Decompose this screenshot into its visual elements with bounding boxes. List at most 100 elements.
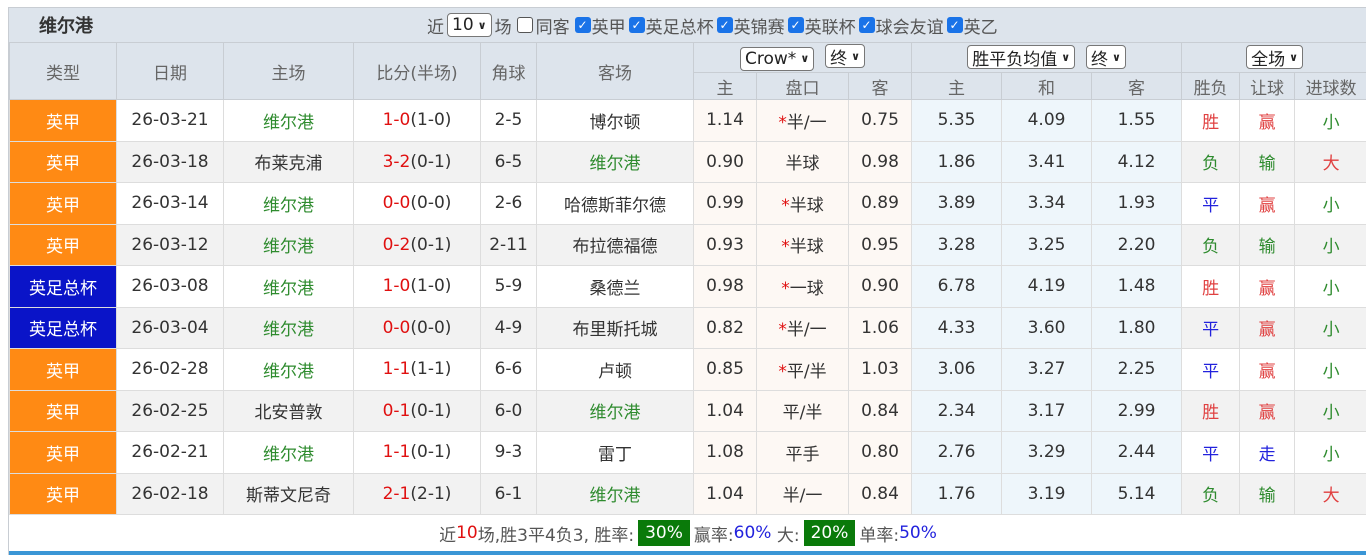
away-team-link[interactable]: 雷丁 xyxy=(536,431,694,474)
score-cell[interactable]: 1-0(1-0) xyxy=(353,265,481,308)
league-label: 球会友谊 xyxy=(875,17,944,38)
full-time-score: 0-2 xyxy=(382,234,411,255)
league-label: 英甲 xyxy=(591,17,626,38)
header-type: 类型 xyxy=(9,42,117,100)
away-team-link[interactable]: 布拉德福德 xyxy=(536,223,694,266)
half-time-score: (0-0) xyxy=(410,317,452,338)
ah-line: 半球 xyxy=(789,237,824,258)
ah-line-cell: *半/一 xyxy=(756,99,849,142)
competition-cell[interactable]: 英甲 xyxy=(9,348,117,391)
eu-draw-odds: 3.60 xyxy=(1001,306,1093,349)
away-team-link[interactable]: 哈德斯菲尔德 xyxy=(536,182,694,225)
half-time-score: (1-0) xyxy=(410,110,452,131)
competition-cell[interactable]: 英甲 xyxy=(9,223,117,266)
home-team-link[interactable]: 维尔港 xyxy=(223,265,354,308)
ah-line: 平/半 xyxy=(782,403,823,424)
eu-away-odds: 2.99 xyxy=(1091,389,1183,432)
competition-cell[interactable]: 英足总杯 xyxy=(9,306,117,349)
eu-away-odds: 1.93 xyxy=(1091,182,1183,225)
date-cell: 26-03-08 xyxy=(116,265,224,308)
ah-phase-select[interactable]: 终 ∨ xyxy=(825,44,865,69)
league-checkbox[interactable]: ✓ xyxy=(858,17,875,33)
away-team-link[interactable]: 维尔港 xyxy=(536,389,694,432)
half-time-score: (1-1) xyxy=(410,359,452,380)
score-cell[interactable]: 0-0(0-0) xyxy=(353,182,481,225)
score-cell[interactable]: 1-1(1-1) xyxy=(353,348,481,391)
goals-result-cell: 小 xyxy=(1294,223,1366,266)
ah-line: 半球 xyxy=(789,195,824,216)
ah-line-cell: *平/半 xyxy=(756,348,849,391)
competition-cell[interactable]: 英甲 xyxy=(9,182,117,225)
eu-away-odds: 1.48 xyxy=(1091,265,1183,308)
ah-home-odds: 1.08 xyxy=(693,431,757,474)
star-marker: * xyxy=(778,320,787,341)
match-count-select[interactable]: 10 ∨ xyxy=(447,13,492,37)
away-team-link[interactable]: 维尔港 xyxy=(536,140,694,183)
goals-result-cell: 大 xyxy=(1294,140,1366,183)
table-row: 英甲 26-02-28 维尔港 1-1(1-1) 6-6 卢顿 0.85 *平/… xyxy=(9,348,1366,391)
corner-cell: 9-3 xyxy=(480,431,537,474)
home-team-link[interactable]: 维尔港 xyxy=(223,99,354,142)
ah-away-odds: 1.06 xyxy=(847,306,913,349)
eu-away-odds: 2.25 xyxy=(1091,348,1183,391)
league-checkbox[interactable]: ✓ xyxy=(787,17,804,33)
home-team-link[interactable]: 维尔港 xyxy=(223,348,354,391)
eu-draw-odds: 4.19 xyxy=(1001,265,1093,308)
score-cell[interactable]: 3-2(0-1) xyxy=(353,140,481,183)
away-team-link[interactable]: 维尔港 xyxy=(536,472,694,515)
competition-cell[interactable]: 英甲 xyxy=(9,472,117,515)
competition-cell[interactable]: 英甲 xyxy=(9,389,117,432)
ah-away-odds: 0.98 xyxy=(847,140,913,183)
score-cell[interactable]: 0-1(0-1) xyxy=(353,389,481,432)
chevron-down-icon: ∨ xyxy=(851,49,860,63)
score-cell[interactable]: 1-0(1-0) xyxy=(353,99,481,142)
result-cell: 胜 xyxy=(1181,99,1241,142)
star-marker: * xyxy=(781,278,790,299)
competition-cell[interactable]: 英甲 xyxy=(9,99,117,142)
eu-company-select[interactable]: 胜平负均值 ∨ xyxy=(967,45,1076,70)
date-cell: 26-03-12 xyxy=(116,223,224,266)
competition-cell[interactable]: 英甲 xyxy=(9,140,117,183)
corner-cell: 2-11 xyxy=(480,223,537,266)
score-cell[interactable]: 0-2(0-1) xyxy=(353,223,481,266)
score-cell[interactable]: 2-1(2-1) xyxy=(353,472,481,515)
ah-away-odds: 0.90 xyxy=(847,265,913,308)
ah-away-odds: 0.84 xyxy=(847,389,913,432)
header-eu-home: 主 xyxy=(911,72,1003,100)
away-team-link[interactable]: 卢顿 xyxy=(536,348,694,391)
home-team-link[interactable]: 维尔港 xyxy=(223,431,354,474)
score-cell[interactable]: 0-0(0-0) xyxy=(353,306,481,349)
home-team-link[interactable]: 北安普敦 xyxy=(223,389,354,432)
league-checkbox[interactable]: ✓ xyxy=(574,17,591,33)
home-team-link[interactable]: 布莱克浦 xyxy=(223,140,354,183)
eu-home-odds: 3.28 xyxy=(911,223,1003,266)
league-checkbox[interactable]: ✓ xyxy=(628,17,645,33)
league-checkbox[interactable]: ✓ xyxy=(716,17,733,33)
scope-select[interactable]: 全场 ∨ xyxy=(1246,45,1304,70)
score-cell[interactable]: 1-1(0-1) xyxy=(353,431,481,474)
league-checkbox[interactable]: ✓ xyxy=(946,17,963,33)
full-time-score: 0-1 xyxy=(382,400,411,421)
away-team-link[interactable]: 布里斯托城 xyxy=(536,306,694,349)
home-team-link[interactable]: 维尔港 xyxy=(223,223,354,266)
home-team-link[interactable]: 维尔港 xyxy=(223,306,354,349)
corner-cell: 2-6 xyxy=(480,182,537,225)
ah-company-select[interactable]: Crow* ∨ xyxy=(740,46,815,71)
star-marker: * xyxy=(778,361,787,382)
eu-phase-select[interactable]: 终 ∨ xyxy=(1085,45,1126,70)
half-time-score: (0-1) xyxy=(410,400,452,421)
same-venue-checkbox[interactable] xyxy=(516,17,533,33)
competition-cell[interactable]: 英足总杯 xyxy=(9,265,117,308)
eu-draw-odds: 3.27 xyxy=(1001,348,1093,391)
competition-cell[interactable]: 英甲 xyxy=(9,431,117,474)
away-team-link[interactable]: 博尔顿 xyxy=(536,99,694,142)
away-team-link[interactable]: 桑德兰 xyxy=(536,265,694,308)
table-row: 英甲 26-02-25 北安普敦 0-1(0-1) 6-0 维尔港 1.04 平… xyxy=(9,389,1366,432)
header-ah-line: 盘口 xyxy=(756,72,849,100)
result-cell: 胜 xyxy=(1181,389,1241,432)
home-team-link[interactable]: 维尔港 xyxy=(223,182,354,225)
home-team-link[interactable]: 斯蒂文尼奇 xyxy=(223,472,354,515)
ah-company-value: Crow* xyxy=(745,48,797,69)
ah-line-cell: *半/一 xyxy=(756,306,849,349)
table-row: 英甲 26-02-18 斯蒂文尼奇 2-1(2-1) 6-1 维尔港 1.04 … xyxy=(9,472,1366,515)
